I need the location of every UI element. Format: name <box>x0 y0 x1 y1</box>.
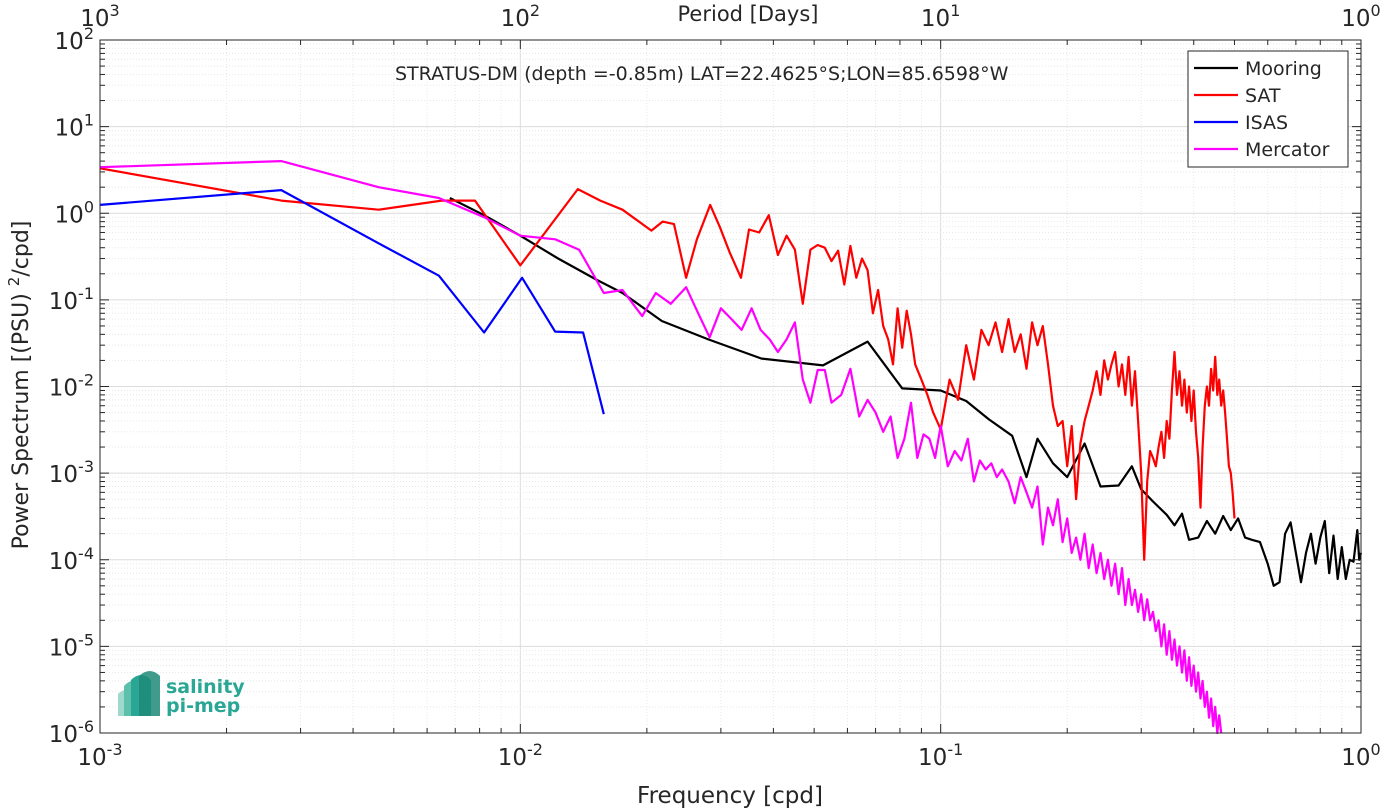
y-tick-label: 100 <box>55 197 94 228</box>
y-tick-label: 102 <box>55 24 94 55</box>
legend-label-mooring: Mooring <box>1245 58 1322 80</box>
legend: Mooring SAT ISAS Mercator <box>1187 50 1349 168</box>
x-tick-label: 100 <box>1341 740 1380 771</box>
legend-label-sat: SAT <box>1245 85 1281 107</box>
y-tick-label: 10-4 <box>49 544 94 575</box>
grid <box>99 40 1361 734</box>
series-line-isas <box>99 189 605 415</box>
top-tick-label: 102 <box>501 1 540 32</box>
y-tick-label: 101 <box>55 111 94 142</box>
top-tick-label: 100 <box>1341 1 1380 32</box>
y-tick-label: 10-2 <box>49 371 94 402</box>
salinity-pimep-logo: salinity pi-mep <box>118 671 245 717</box>
series-layer <box>99 160 1363 735</box>
x-axis-label: Frequency [cpd] <box>637 783 823 809</box>
y-axis-label-sup: 2 <box>5 277 23 287</box>
top-axis-label: Period [Days] <box>678 2 819 26</box>
y-tick-label: 10-1 <box>49 284 94 315</box>
legend-label-mercator: Mercator <box>1245 139 1330 161</box>
y-axis-label-main: Power Spectrum [(PSU) <box>9 293 34 549</box>
y-tick-label: 10-5 <box>49 630 94 661</box>
logo-waves-icon <box>118 671 160 716</box>
chart-title: STRATUS-DM (depth =-0.85m) LAT=22.4625°S… <box>395 63 1009 85</box>
top-tick-label: 101 <box>921 1 960 32</box>
x-tick-label: 10-3 <box>77 740 122 771</box>
y-axis-label: Power Spectrum [(PSU) 2/cpd] <box>5 221 34 550</box>
y-axis-label-rest: /cpd] <box>9 221 34 277</box>
legend-label-isas: ISAS <box>1245 112 1288 134</box>
legend-box <box>1187 50 1349 168</box>
x-tick-label: 10-1 <box>918 740 963 771</box>
series-line-sat <box>99 167 1236 561</box>
logo-text-line1: salinity <box>166 676 245 698</box>
y-tick-label: 10-6 <box>49 717 94 748</box>
top-tick-label: 103 <box>80 1 119 32</box>
series-line-mooring <box>449 197 1363 587</box>
logo-text-line2: pi-mep <box>166 695 240 717</box>
x-tick-label: 10-2 <box>498 740 543 771</box>
series-line-mercator <box>99 160 1223 735</box>
y-tick-label: 10-3 <box>49 457 94 488</box>
